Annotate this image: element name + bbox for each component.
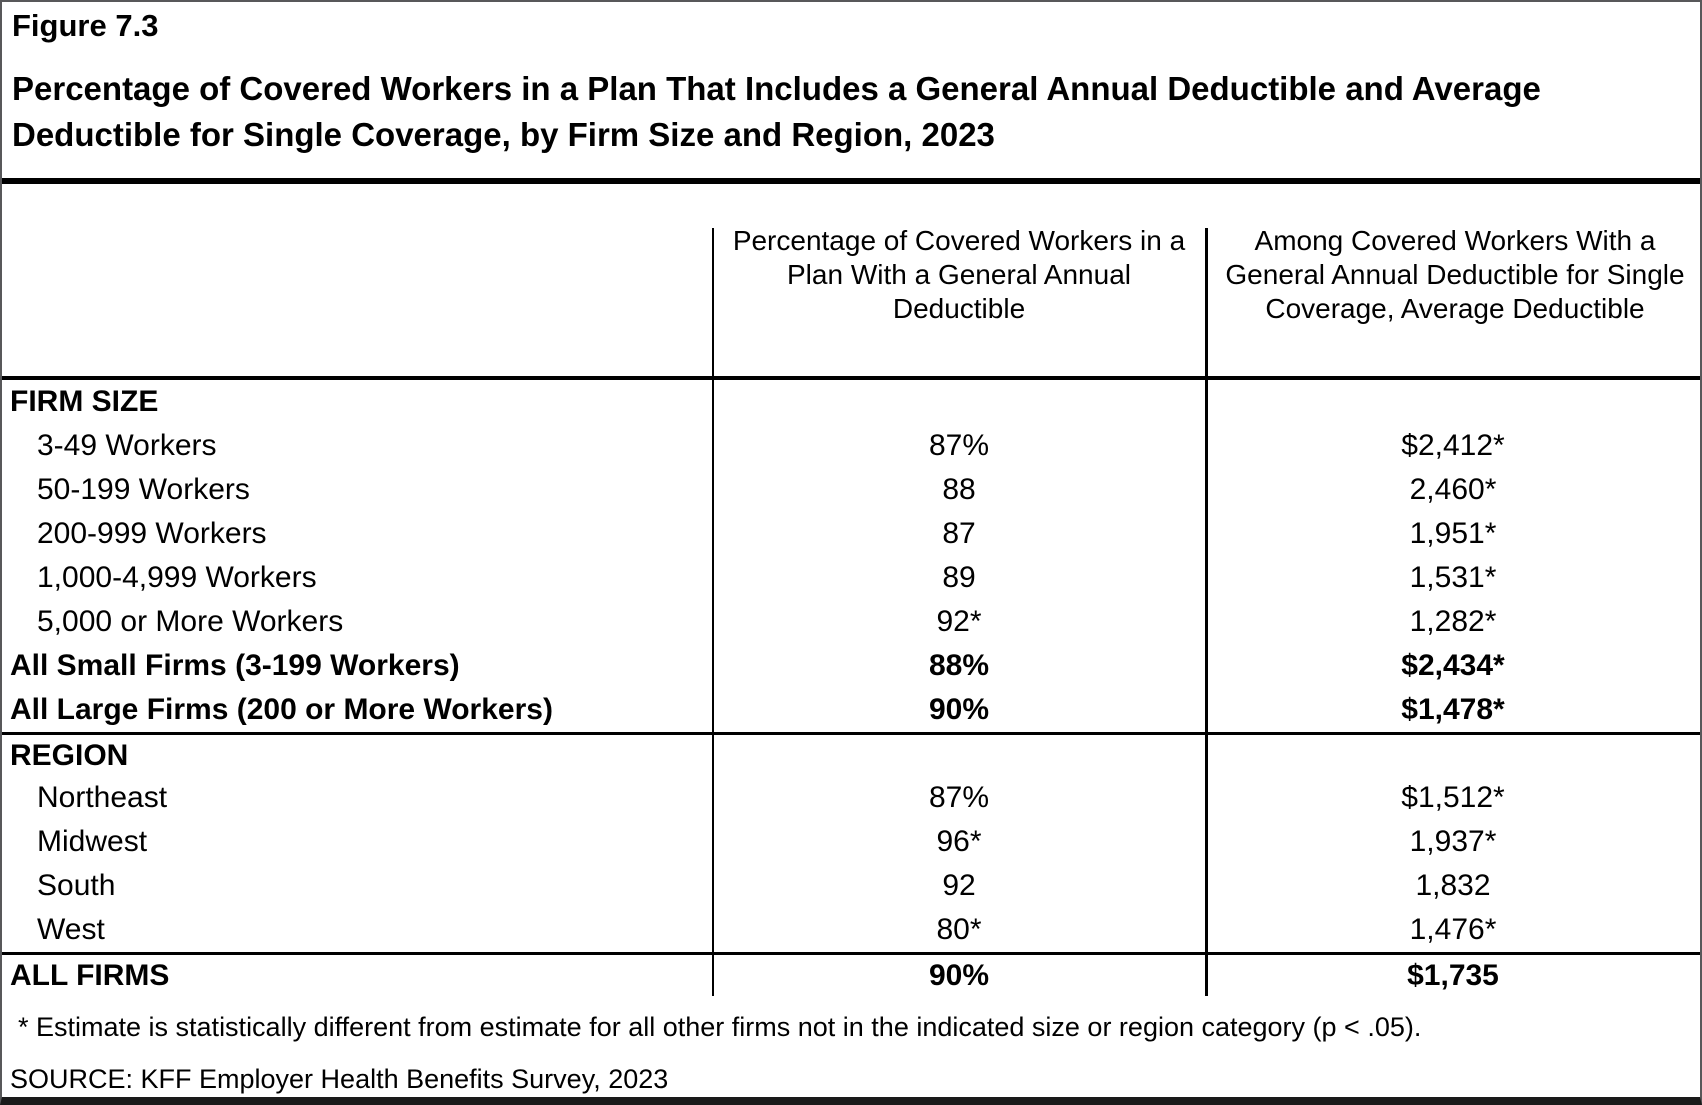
row-label: 50-199 Workers	[37, 473, 250, 506]
statistical-footnote: * Estimate is statistically different fr…	[18, 1012, 1422, 1042]
deductible-value-cell: 1,937*	[1409, 825, 1497, 858]
table-row: 50-199 Workers 88 2,460*	[2, 468, 1700, 512]
table-row: 5,000 or More Workers 92* 1,282*	[2, 600, 1700, 644]
table-row: Midwest 96* 1,937*	[2, 820, 1700, 864]
column-header-percentage: Percentage of Covered Workers in a Plan …	[712, 224, 1206, 326]
data-table-body: FIRM SIZE 3-49 Workers 87% $2,412* 50-19…	[2, 380, 1700, 996]
figure-number: Figure 7.3	[12, 8, 159, 43]
row-label: All Small Firms (3-199 Workers)	[10, 649, 460, 682]
figure-title-line-2: Deductible for Single Coverage, by Firm …	[12, 116, 995, 153]
pct-value-cell: 80*	[936, 913, 982, 946]
row-label: FIRM SIZE	[10, 385, 159, 418]
pct-value-cell: 90%	[928, 693, 990, 726]
pct-value-cell: 87%	[928, 429, 990, 462]
column-header-deductible-line-3: Coverage, Average Deductible	[1265, 293, 1645, 324]
deductible-value-cell: 1,476*	[1409, 913, 1497, 946]
header-divider-rule	[2, 376, 1700, 380]
row-label: All Large Firms (200 or More Workers)	[10, 693, 553, 726]
row-label: South	[37, 869, 116, 902]
table-row: 3-49 Workers 87% $2,412*	[2, 424, 1700, 468]
table-row: 200-999 Workers 87 1,951*	[2, 512, 1700, 556]
deductible-value-cell: 1,282*	[1409, 605, 1497, 638]
pct-value-cell: 90%	[928, 958, 990, 992]
row-label: REGION	[10, 738, 129, 772]
table-row-region-header: REGION	[2, 732, 1700, 776]
figure-title-line-1: Percentage of Covered Workers in a Plan …	[12, 70, 1541, 107]
table-row-all-large-firms: All Large Firms (200 or More Workers) 90…	[2, 688, 1700, 732]
pct-value-cell: 92*	[936, 605, 982, 638]
column-divider	[1205, 228, 1208, 996]
pct-value-cell: 96*	[936, 825, 982, 858]
table-row: 1,000-4,999 Workers 89 1,531*	[2, 556, 1700, 600]
pct-value-cell: 92	[942, 869, 976, 902]
column-header-percentage-line-1: Percentage of Covered Workers in a	[732, 225, 1186, 256]
source-note: SOURCE: KFF Employer Health Benefits Sur…	[10, 1064, 669, 1094]
deductible-value-cell: 1,531*	[1409, 561, 1497, 594]
table-row-firm-size-header: FIRM SIZE	[2, 380, 1700, 424]
deductible-value-cell: $1,512*	[1401, 781, 1505, 814]
table-row-all-small-firms: All Small Firms (3-199 Workers) 88% $2,4…	[2, 644, 1700, 688]
deductible-value-cell: 1,832	[1415, 869, 1491, 902]
column-header-deductible: Among Covered Workers With a General Ann…	[1209, 224, 1700, 326]
row-label: West	[37, 913, 105, 946]
table-row-all-firms: ALL FIRMS 90% $1,735	[2, 952, 1700, 996]
pct-value-cell: 87	[942, 517, 976, 550]
column-header-deductible-line-1: Among Covered Workers With a	[1254, 225, 1656, 256]
row-label: Midwest	[37, 825, 148, 858]
pct-value-cell: 88%	[928, 649, 990, 682]
row-label: ALL FIRMS	[10, 958, 170, 992]
row-label: 200-999 Workers	[37, 517, 267, 550]
column-header-percentage-line-3: Deductible	[892, 293, 1026, 324]
deductible-value-cell: $1,735	[1407, 958, 1499, 992]
table-row: South 92 1,832	[2, 864, 1700, 908]
deductible-value-cell: $2,434*	[1401, 649, 1505, 682]
table-row: Northeast 87% $1,512*	[2, 776, 1700, 820]
column-header-deductible-line-2: General Annual Deductible for Single	[1225, 259, 1685, 290]
row-label: 1,000-4,999 Workers	[37, 561, 317, 594]
figure-title: Percentage of Covered Workers in a Plan …	[12, 66, 1697, 158]
pct-value-cell: 87%	[928, 781, 990, 814]
pct-value-cell: 88	[942, 473, 976, 506]
pct-value-cell: 89	[942, 561, 976, 594]
column-divider	[712, 228, 714, 996]
title-divider-rule	[2, 178, 1700, 184]
row-label: 3-49 Workers	[37, 429, 217, 462]
row-label: Northeast	[37, 781, 168, 814]
table-row: West 80* 1,476*	[2, 908, 1700, 952]
deductible-value-cell: 1,951*	[1409, 517, 1497, 550]
deductible-value-cell: $1,478*	[1401, 693, 1505, 726]
column-header-percentage-line-2: Plan With a General Annual	[787, 259, 1131, 290]
deductible-value-cell: 2,460*	[1409, 473, 1497, 506]
deductible-value-cell: $2,412*	[1401, 429, 1505, 462]
row-label: 5,000 or More Workers	[37, 605, 344, 638]
